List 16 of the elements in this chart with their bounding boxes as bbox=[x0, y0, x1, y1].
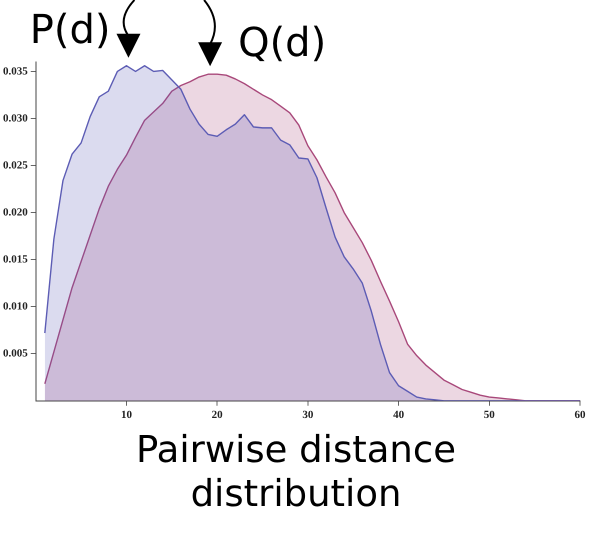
x-tick-label: 60 bbox=[574, 409, 586, 422]
y-tick-label: 0.010 bbox=[3, 300, 28, 313]
y-tick-label: 0.035 bbox=[3, 65, 28, 78]
x-tick-label: 40 bbox=[393, 409, 405, 422]
y-tick-label: 0.030 bbox=[3, 112, 28, 124]
series-label: P(d) bbox=[30, 7, 110, 53]
series-label: Q(d) bbox=[238, 20, 326, 66]
y-tick-label: 0.020 bbox=[3, 206, 28, 218]
y-tick-label: 0.025 bbox=[3, 159, 28, 172]
x-axis-title: Pairwise distance distribution bbox=[135, 428, 457, 516]
y-tick-label: 0.005 bbox=[3, 348, 28, 360]
x-tick-label: 50 bbox=[484, 409, 496, 422]
x-tick-label: 30 bbox=[302, 409, 314, 422]
x-tick-label: 20 bbox=[212, 409, 224, 422]
y-tick-label: 0.015 bbox=[3, 253, 28, 266]
x-tick-label: 10 bbox=[120, 409, 132, 422]
